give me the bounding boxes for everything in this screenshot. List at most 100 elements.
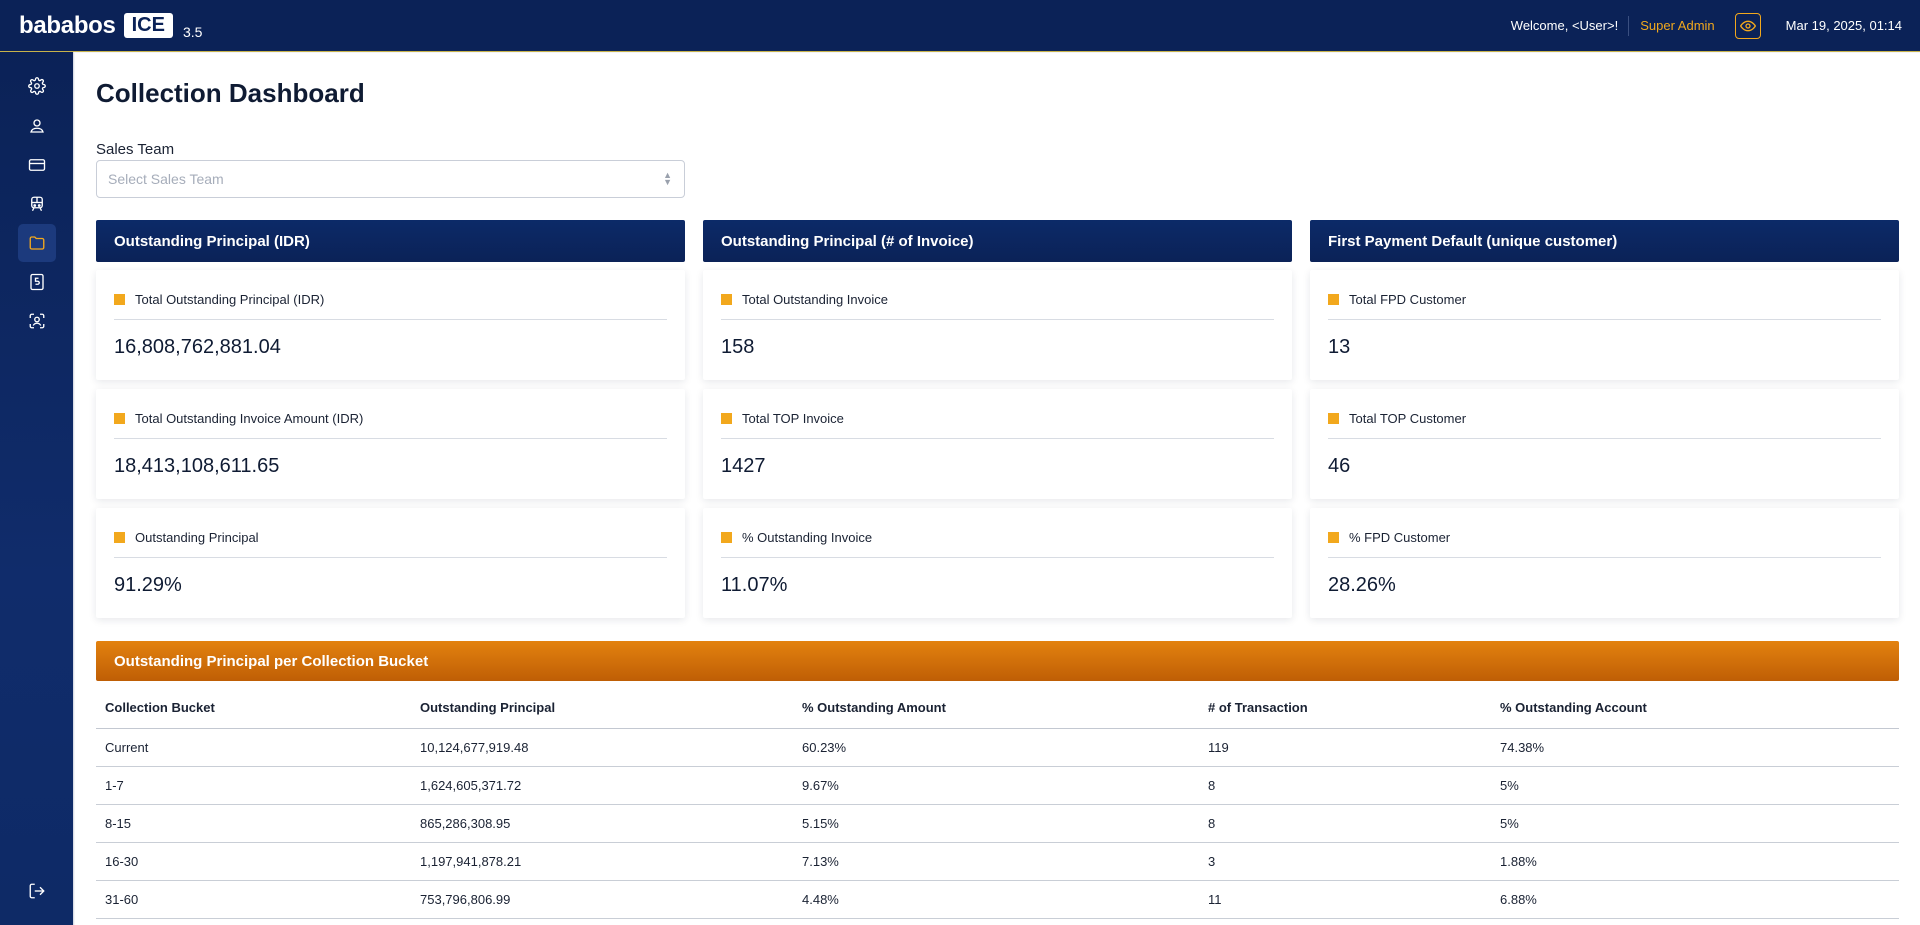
metric-label: Total Outstanding Principal (IDR) xyxy=(114,292,324,307)
table-cell: 119 xyxy=(1199,728,1491,767)
metric-card: Total Outstanding Principal (IDR) 16,808… xyxy=(96,270,685,380)
square-bullet-icon xyxy=(721,294,732,305)
sidebar-item-users[interactable] xyxy=(18,107,56,145)
table-cell: 7.13% xyxy=(793,842,1199,881)
metric-card: Total Outstanding Invoice Amount (IDR) 1… xyxy=(96,389,685,499)
metric-card: Total TOP Customer 46 xyxy=(1310,389,1899,499)
divider xyxy=(114,557,667,558)
face-scan-icon xyxy=(29,313,45,329)
panel-outstanding-principal-idr: Outstanding Principal (IDR) Total Outsta… xyxy=(96,220,685,618)
gear-icon xyxy=(28,77,46,95)
metric-label-text: % Outstanding Invoice xyxy=(742,530,873,545)
square-bullet-icon xyxy=(114,532,125,543)
sidebar xyxy=(0,52,74,925)
table-cell: 74.38% xyxy=(1491,728,1899,767)
divider xyxy=(1328,557,1881,558)
metric-value: 158 xyxy=(721,336,755,358)
square-bullet-icon xyxy=(1328,294,1339,305)
sidebar-item-face-scan[interactable] xyxy=(18,302,56,340)
eye-icon xyxy=(1739,20,1756,31)
sidebar-item-payments[interactable] xyxy=(18,146,56,184)
brand-logo[interactable]: bababos ICE 3.5 xyxy=(19,12,202,40)
view-toggle-button[interactable] xyxy=(1734,12,1761,39)
table-row: Current 10,124,677,919.48 60.23% 119 74.… xyxy=(96,728,1899,767)
table-cell: 11 xyxy=(1199,880,1491,919)
app-version: 3.5 xyxy=(182,23,203,40)
metric-label-text: Total FPD Customer xyxy=(1349,292,1467,307)
sidebar-item-settings[interactable] xyxy=(18,67,56,105)
logout-icon xyxy=(29,883,45,899)
sales-team-placeholder: Select Sales Team xyxy=(108,171,224,187)
metric-label: Total Outstanding Invoice xyxy=(721,292,888,307)
top-navbar: bababos ICE 3.5 Welcome, <User>! Super A… xyxy=(0,0,1920,52)
metric-value: 18,413,108,611.65 xyxy=(114,455,280,477)
square-bullet-icon xyxy=(114,294,125,305)
metric-label: Total Outstanding Invoice Amount (IDR) xyxy=(114,411,363,426)
square-bullet-icon xyxy=(721,413,732,424)
bucket-section-header: Outstanding Principal per Collection Buc… xyxy=(96,641,1899,681)
metric-value: 91.29% xyxy=(114,574,182,596)
credit-card-icon xyxy=(28,159,46,171)
folder-icon xyxy=(29,236,45,250)
metric-card: Total Outstanding Invoice 158 xyxy=(703,270,1292,380)
metric-value: 1427 xyxy=(721,455,766,477)
table-cell: 865,286,308.95 xyxy=(411,804,793,843)
metric-card: % Outstanding Invoice 11.07% xyxy=(703,508,1292,618)
table-row: 8-15 865,286,308.95 5.15% 8 5% xyxy=(96,804,1899,843)
divider xyxy=(721,319,1274,320)
metric-label: Total TOP Customer xyxy=(1328,411,1466,426)
metric-label: Total TOP Invoice xyxy=(721,411,844,426)
brand-badge: ICE xyxy=(123,12,173,38)
divider xyxy=(114,319,667,320)
metric-card: % FPD Customer 28.26% xyxy=(1310,508,1899,618)
metric-label-text: % FPD Customer xyxy=(1349,530,1451,545)
table-cell: 1,624,605,371.72 xyxy=(411,766,793,805)
table-cell: 5.15% xyxy=(793,804,1199,843)
table-cell: 8 xyxy=(1199,804,1491,843)
top-right-group: Welcome, <User>! Super Admin Mar 19, 202… xyxy=(1511,0,1902,52)
current-datetime: Mar 19, 2025, 01:14 xyxy=(1785,18,1902,33)
column-header[interactable]: % Outstanding Amount xyxy=(793,688,1199,729)
metric-value: 46 xyxy=(1328,455,1351,477)
table-cell: 1,197,941,878.21 xyxy=(411,842,793,881)
square-bullet-icon xyxy=(1328,413,1339,424)
main-content: Collection Dashboard Sales Team Select S… xyxy=(75,53,1920,925)
table-row: 1-7 1,624,605,371.72 9.67% 8 5% xyxy=(96,766,1899,805)
metric-card: Total TOP Invoice 1427 xyxy=(703,389,1292,499)
metric-label-text: Outstanding Principal xyxy=(135,530,259,545)
metric-label-text: Total Outstanding Invoice Amount (IDR) xyxy=(135,411,364,426)
divider xyxy=(114,438,667,439)
user-role[interactable]: Super Admin xyxy=(1640,18,1715,33)
page-title: Collection Dashboard xyxy=(96,78,365,108)
brand-name: bababos xyxy=(19,11,116,39)
metric-value: 28.26% xyxy=(1328,574,1396,596)
table-cell: 1.88% xyxy=(1491,842,1899,881)
metric-label-text: Total Outstanding Principal (IDR) xyxy=(135,292,325,307)
column-header[interactable]: # of Transaction xyxy=(1199,688,1491,729)
panel-header: First Payment Default (unique customer) xyxy=(1310,220,1899,262)
document-five-icon xyxy=(30,273,44,291)
panel-outstanding-principal-invoice: Outstanding Principal (# of Invoice) Tot… xyxy=(703,220,1292,618)
table-cell: 3 xyxy=(1199,842,1491,881)
table-cell: 8 xyxy=(1199,766,1491,805)
sidebar-item-documents[interactable] xyxy=(18,263,56,301)
column-header[interactable]: Collection Bucket xyxy=(96,688,411,729)
table-cell: 1-7 xyxy=(96,766,411,805)
column-header[interactable]: % Outstanding Account xyxy=(1491,688,1899,729)
table-cell: 5% xyxy=(1491,804,1899,843)
sidebar-item-logistics[interactable] xyxy=(18,185,56,223)
sales-team-select[interactable]: Select Sales Team ▲ ▼ xyxy=(96,160,685,198)
panel-header: Outstanding Principal (IDR) xyxy=(96,220,685,262)
table-cell: 4.48% xyxy=(793,880,1199,919)
metric-value: 13 xyxy=(1328,336,1351,358)
column-header[interactable]: Outstanding Principal xyxy=(411,688,793,729)
welcome-text: Welcome, <User>! xyxy=(1511,15,1630,36)
square-bullet-icon xyxy=(721,532,732,543)
train-icon xyxy=(31,196,43,212)
logout-button[interactable] xyxy=(18,872,56,910)
metric-label: Outstanding Principal xyxy=(114,530,259,545)
user-icon xyxy=(30,119,44,133)
table-cell: Current xyxy=(96,728,411,767)
square-bullet-icon xyxy=(114,413,125,424)
sidebar-item-collection[interactable] xyxy=(18,224,56,262)
